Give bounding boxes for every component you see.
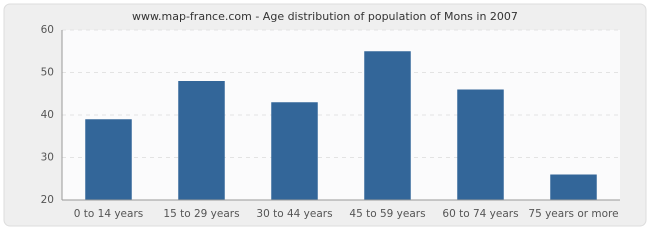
y-tick-label: 50: [41, 67, 54, 79]
x-tick-label: 45 to 59 years: [349, 208, 425, 220]
x-tick-label: 0 to 14 years: [74, 208, 144, 220]
bar: [364, 51, 411, 200]
y-tick-label: 30: [41, 152, 54, 164]
chart-title: www.map-france.com - Age distribution of…: [132, 10, 518, 23]
x-tick-label: 15 to 29 years: [163, 208, 239, 220]
x-tick-label: 75 years or more: [528, 208, 618, 220]
bar: [457, 89, 504, 200]
y-tick-label: 40: [41, 109, 54, 121]
bar: [271, 102, 318, 200]
page: www.map-france.com - Age distribution of…: [3, 3, 647, 227]
y-tick-label: 60: [41, 24, 54, 36]
bar: [85, 119, 132, 200]
bar: [550, 174, 597, 200]
x-tick-label: 30 to 44 years: [256, 208, 332, 220]
bar: [178, 81, 225, 200]
x-tick-label: 60 to 74 years: [442, 208, 518, 220]
chart: www.map-france.com - Age distribution of…: [3, 3, 647, 227]
y-tick-label: 20: [41, 194, 54, 206]
